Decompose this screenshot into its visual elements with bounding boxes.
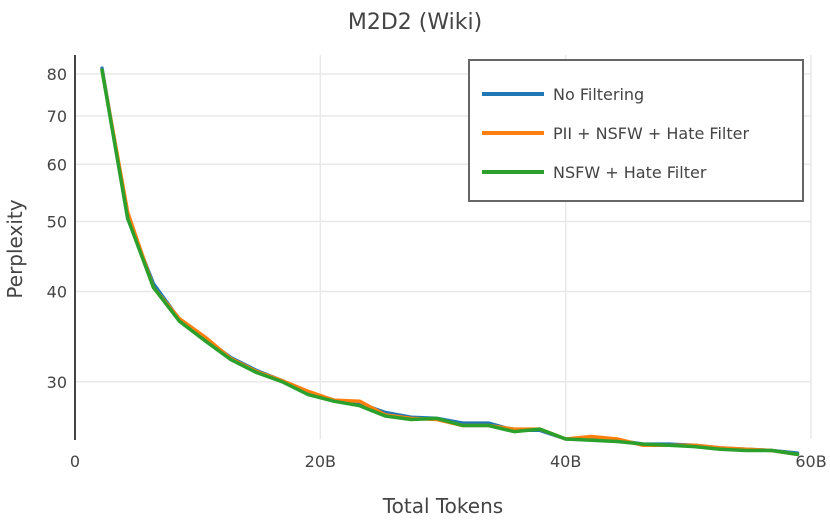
- y-tick-label: 80: [47, 65, 67, 84]
- x-tick-label: 0: [70, 452, 80, 471]
- series-line-2: [100, 68, 800, 457]
- legend-label: PII + NSFW + Hate Filter: [553, 124, 749, 143]
- axes: 0 20B 40B 60B 30 40 50 60 70 80: [47, 55, 827, 471]
- y-tick-label: 40: [47, 283, 67, 302]
- y-tick-label: 50: [47, 213, 67, 232]
- x-tick-label: 40B: [550, 452, 581, 471]
- legend-label: No Filtering: [553, 85, 644, 104]
- legend-box: [468, 59, 804, 202]
- y-tick-label: 70: [47, 107, 67, 126]
- y-tick-label: 30: [47, 373, 67, 392]
- x-tick-label: 60B: [795, 452, 826, 471]
- x-axis-label: Total Tokens: [382, 494, 503, 518]
- legend: No Filtering PII + NSFW + Hate Filter NSFW…: [468, 59, 804, 202]
- legend-label: NSFW + Hate Filter: [553, 163, 707, 182]
- y-tick-label: 60: [47, 155, 67, 174]
- series-lines: [100, 66, 800, 457]
- chart-title: M2D2 (Wiki): [348, 10, 482, 35]
- x-tick-label: 20B: [305, 452, 336, 471]
- y-axis-label: Perplexity: [3, 199, 27, 298]
